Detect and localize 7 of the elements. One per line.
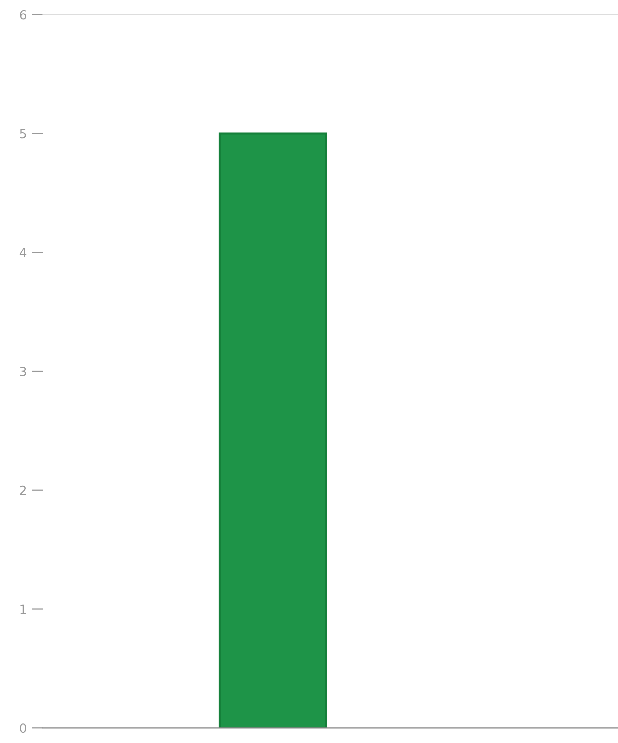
- y-tick-label: 6: [20, 10, 26, 20]
- y-tick-label: 2: [20, 486, 26, 496]
- y-tick-label: 4: [20, 248, 27, 258]
- y-tick-label: 3: [20, 366, 26, 376]
- y-tick-label: 5: [20, 129, 26, 139]
- y-tick-label: 0: [20, 724, 26, 734]
- y-tick-label: 1: [20, 604, 26, 614]
